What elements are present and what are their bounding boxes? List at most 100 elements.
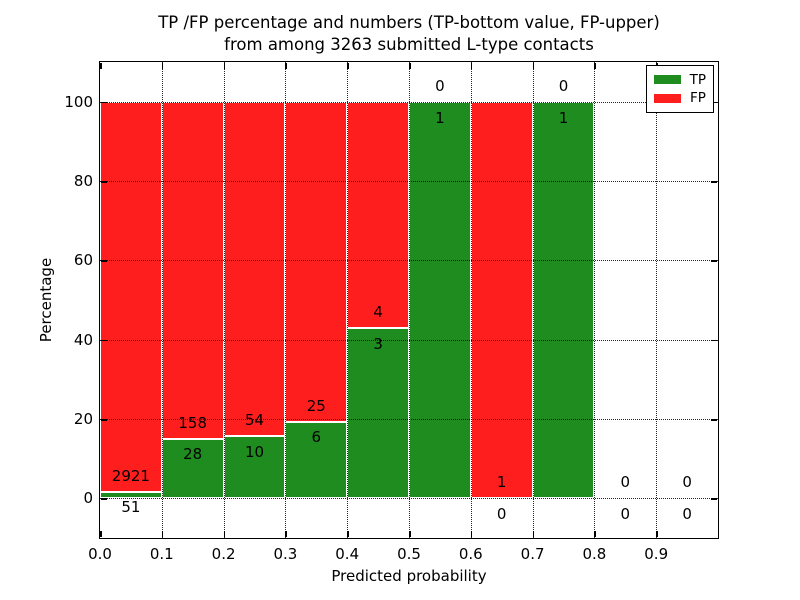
bar-segment-fp: [161, 101, 224, 439]
tp-count-label: 51: [121, 498, 141, 517]
bar-segment-tp: [532, 101, 595, 499]
x-tick-label: 0.9: [644, 545, 669, 563]
x-tick-mark-top: [409, 63, 411, 69]
x-gridline: [347, 62, 349, 538]
x-tick-label: 0.8: [582, 545, 607, 563]
legend-label-fp: FP: [690, 90, 706, 107]
x-tick-mark: [161, 531, 164, 537]
x-tick-mark: [409, 531, 411, 537]
x-tick-mark-top: [347, 63, 349, 69]
y-gridline: [100, 498, 718, 500]
tp-count-label: 3: [373, 335, 383, 354]
fp-count-label: 25: [306, 396, 326, 415]
bar-segment-fp: [100, 101, 162, 492]
x-gridline: [285, 62, 287, 538]
tp-count-label: 0: [682, 505, 692, 524]
fp-count-label: 2921: [111, 466, 150, 485]
bar-segment-fp: [470, 101, 533, 499]
tp-count-label: 1: [558, 108, 569, 127]
y-tick-mark-right: [711, 419, 717, 421]
legend-row-tp: TP: [654, 73, 706, 87]
tp-count-label: 1: [435, 108, 445, 127]
fp-count-label: 0: [435, 76, 445, 95]
x-tick-mark-top: [100, 63, 102, 69]
x-tick-mark-top: [223, 63, 226, 69]
y-tick-mark: [101, 498, 107, 500]
y-gridline: [100, 260, 718, 262]
x-gridline: [409, 62, 410, 538]
legend-row-fp: FP: [654, 91, 706, 105]
x-tick-mark: [532, 531, 535, 537]
x-tick-mark: [347, 531, 349, 537]
bar-segment-fp: [347, 101, 409, 329]
fp-count-label: 0: [620, 473, 631, 492]
x-tick-mark: [470, 531, 473, 537]
legend-label-tp: TP: [689, 71, 706, 88]
x-tick-label: 0.4: [335, 545, 360, 563]
bar-segment-fp: [223, 101, 286, 437]
y-tick-mark: [101, 339, 107, 342]
x-tick-mark: [100, 531, 102, 537]
y-tick-label: 40: [73, 330, 93, 349]
tp-count-label: 28: [183, 445, 203, 464]
y-gridline: [100, 339, 718, 341]
x-tick-mark-top: [161, 63, 164, 69]
x-tick-mark-top: [285, 63, 287, 69]
y-tick-label: 80: [73, 172, 93, 190]
x-gridline: [656, 62, 658, 538]
x-gridline: [161, 62, 163, 538]
y-tick-mark: [101, 419, 107, 421]
x-tick-mark: [223, 531, 226, 537]
y-tick-mark-right: [711, 101, 717, 104]
fp-count-label: 4: [373, 303, 383, 322]
x-tick-label: 0.5: [397, 545, 421, 563]
bar-segment-tp: [409, 101, 471, 499]
y-tick-label: 60: [73, 251, 93, 270]
x-tick-label: 0.7: [520, 545, 545, 563]
chart-title-line2: from among 3263 submitted L-type contact…: [224, 35, 594, 54]
tp-swatch-icon: [654, 75, 681, 85]
bar-segment-tp: [100, 491, 162, 499]
tp-count-label: 0: [620, 505, 631, 524]
bar-segment-fp: [285, 101, 348, 422]
y-tick-mark-right: [711, 498, 717, 500]
tp-count-label: 6: [311, 428, 322, 447]
y-gridline: [100, 181, 718, 182]
x-gridline: [470, 62, 472, 538]
y-axis-label: Percentage: [37, 257, 55, 343]
fp-swatch-icon: [654, 93, 681, 103]
fp-count-label: 1: [496, 473, 507, 492]
y-tick-label: 100: [64, 92, 93, 111]
x-tick-mark-top: [594, 63, 596, 69]
y-gridline: [100, 101, 718, 103]
y-tick-mark: [101, 181, 107, 183]
fp-count-label: 0: [558, 76, 569, 95]
x-tick-label: 0.6: [458, 545, 483, 563]
y-tick-mark: [101, 101, 107, 104]
x-tick-label: 0.2: [211, 545, 236, 563]
y-tick-mark: [101, 260, 107, 262]
x-gridline: [594, 62, 596, 538]
x-tick-mark-top: [532, 63, 535, 69]
chart-title-line1: TP /FP percentage and numbers (TP-bottom…: [158, 13, 660, 32]
y-tick-label: 0: [83, 489, 93, 508]
tp-count-label: 10: [244, 443, 265, 462]
x-tick-label: 0.3: [273, 545, 298, 563]
y-tick-mark-right: [711, 339, 717, 342]
fp-count-label: 158: [178, 413, 208, 432]
bar-segment-tp: [347, 328, 409, 499]
x-tick-mark: [656, 531, 658, 537]
tp-count-label: 0: [496, 505, 507, 524]
x-tick-mark: [594, 531, 596, 537]
y-gridline: [100, 419, 718, 420]
x-tick-label: 0.0: [88, 545, 112, 563]
x-tick-mark-top: [470, 63, 473, 69]
x-axis-label: Predicted probability: [331, 567, 487, 585]
y-tick-mark-right: [711, 260, 717, 262]
legend: TP FP: [646, 65, 714, 113]
bar-segment-tp: [285, 421, 348, 499]
y-tick-mark-right: [711, 181, 717, 183]
fp-count-label: 54: [244, 411, 265, 430]
y-tick-label: 20: [73, 410, 93, 428]
